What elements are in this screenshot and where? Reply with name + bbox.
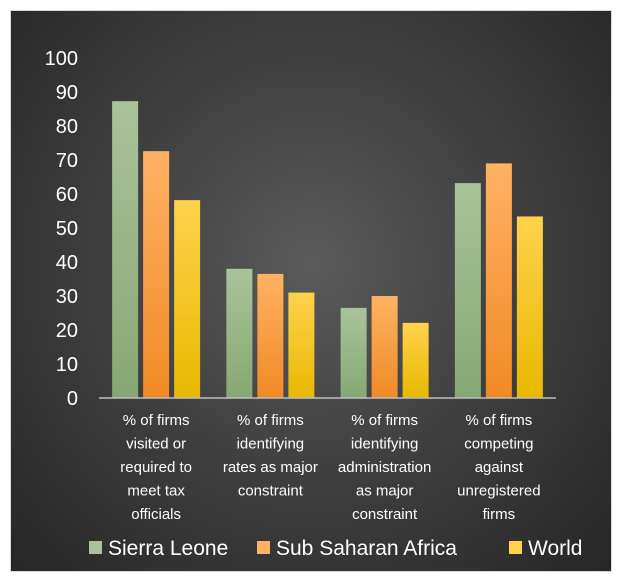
x-category-label: % of firms identifying administration as ma… [338,412,431,523]
x-category-label: % of firms competing against unregistered fi… [457,412,540,523]
y-tick-label: 90 [56,82,78,104]
y-tick-label: 0 [67,388,78,410]
chart-area: 0 10 20 30 40 50 60 70 80 90 100 % of firms visited… [10,10,612,572]
bars [112,101,543,399]
bar-world [402,322,429,398]
y-tick-label: 70 [56,150,78,172]
bar-sierra-leone [112,101,139,399]
legend-label: Sierra Leone [108,537,228,560]
y-tick-label: 30 [56,286,78,308]
bar-sierra-leone [226,268,253,398]
bar-chart: 0 10 20 30 40 50 60 70 80 90 100 % of firms visited… [45,48,583,560]
y-tick-label: 40 [56,252,78,274]
legend-swatch [257,541,270,554]
x-category-label: % of firms visited or required to meet tax o… [120,412,192,523]
category-labels: % of firms visited or required to meet tax o… [120,412,540,523]
legend-swatch [509,541,522,554]
legend-swatch [89,541,102,554]
legend-label: Sub Saharan Africa [276,537,457,560]
legend-label: World [528,537,582,560]
bar-world [288,292,315,398]
bar-sub-saharan-africa [257,273,284,398]
bar-sierra-leone [454,183,481,398]
y-tick-label: 10 [56,354,78,376]
y-tick-label: 80 [56,116,78,138]
bar-sub-saharan-africa [143,151,170,398]
y-tick-label: 100 [45,48,78,70]
bar-world [516,216,543,398]
legend: Sierra Leone Sub Saharan Africa World [89,537,582,560]
bar-sierra-leone [340,307,367,398]
y-tick-label: 60 [56,184,78,206]
y-tick-label: 50 [56,218,78,240]
y-tick-label: 20 [56,320,78,342]
bar-sub-saharan-africa [371,296,398,398]
bar-world [174,200,201,398]
y-axis-ticks: 0 10 20 30 40 50 60 70 80 90 100 [45,48,78,410]
x-category-label: % of firms identifying rates as major const… [223,412,318,500]
bar-sub-saharan-africa [485,163,512,398]
